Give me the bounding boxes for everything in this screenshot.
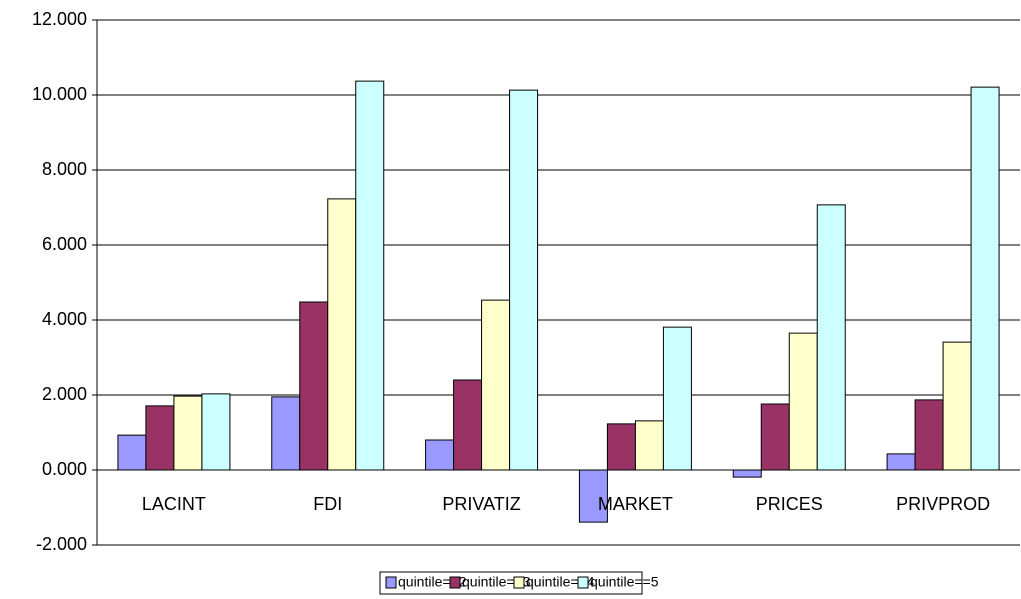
bar <box>453 379 483 471</box>
y-tick-label: 0.000 <box>42 459 87 479</box>
legend-swatch <box>513 576 525 589</box>
bar <box>299 301 329 471</box>
bar <box>634 420 664 471</box>
bar <box>914 399 944 471</box>
legend-label: quintile==5 <box>590 574 659 590</box>
y-tick-label: 2.000 <box>42 384 87 404</box>
bar <box>355 80 385 471</box>
bar <box>732 469 762 478</box>
legend-swatch <box>449 576 461 589</box>
bar <box>271 396 301 471</box>
bar <box>509 89 539 471</box>
bar <box>117 434 147 471</box>
x-tick-label: MARKET <box>598 494 673 514</box>
bar <box>481 299 511 471</box>
bar <box>606 423 636 471</box>
y-tick-label: -2.000 <box>36 534 87 554</box>
bar <box>425 439 455 471</box>
bar <box>760 403 790 471</box>
y-tick-label: 8.000 <box>42 159 87 179</box>
bar <box>942 341 972 471</box>
y-tick-label: 10.000 <box>32 84 87 104</box>
y-tick-label: 4.000 <box>42 309 87 329</box>
bar <box>816 204 846 471</box>
bar <box>201 393 231 471</box>
legend-swatch <box>577 576 589 589</box>
bar <box>327 198 357 471</box>
x-tick-label: PRICES <box>756 494 823 514</box>
y-tick-label: 12.000 <box>32 9 87 29</box>
bar <box>145 405 175 471</box>
bar <box>886 453 916 471</box>
legend-box <box>379 571 643 595</box>
bar <box>970 86 1000 471</box>
legend-swatch <box>385 576 397 589</box>
bar <box>173 395 203 471</box>
bar <box>788 332 818 471</box>
x-tick-label: FDI <box>313 494 342 514</box>
x-tick-label: PRIVATIZ <box>442 494 520 514</box>
bar <box>662 326 692 471</box>
bar <box>578 469 608 523</box>
x-tick-label: LACINT <box>142 494 206 514</box>
y-tick-label: 6.000 <box>42 234 87 254</box>
x-tick-label: PRIVPROD <box>896 494 990 514</box>
